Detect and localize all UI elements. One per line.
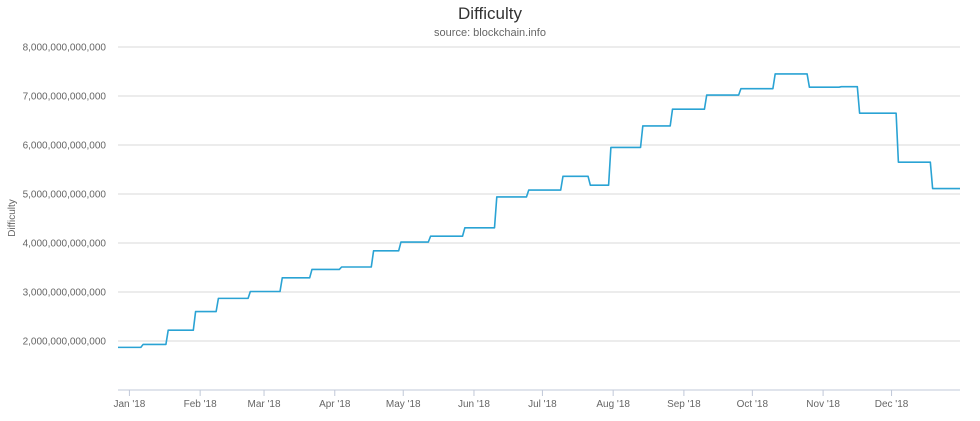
x-tick-label: Jul '18 [528, 399, 557, 410]
series-layer [118, 73, 960, 349]
x-tick-label: Mar '18 [248, 399, 281, 410]
y-tick-label: 6,000,000,000,000 [23, 141, 107, 152]
x-tick-label: Feb '18 [184, 399, 217, 410]
x-tick-label: Jun '18 [458, 399, 490, 410]
x-axis: Jan '18 Feb '18 Mar '18 Apr '18 May '18 Jun '… [113, 389, 960, 410]
y-axis-ticks: 2,000,000,000,000 3,000,000,000,000 4,000,… [23, 43, 107, 348]
y-tick-label: 8,000,000,000,000 [23, 43, 107, 54]
x-tick-label: Sep '18 [667, 399, 701, 410]
x-tick-label: Dec '18 [875, 399, 909, 410]
y-tick-label: 7,000,000,000,000 [23, 92, 107, 103]
x-tick-label: Aug '18 [596, 399, 630, 410]
y-tick-label: 3,000,000,000,000 [23, 288, 107, 299]
difficulty-line [118, 73, 960, 349]
chart-subtitle: source: blockchain.info [434, 27, 546, 39]
x-tick-label: Apr '18 [319, 399, 351, 410]
grid-lines [118, 46, 960, 342]
y-tick-label: 5,000,000,000,000 [23, 190, 107, 201]
y-axis-title: Difficulty [7, 199, 18, 237]
y-tick-label: 4,000,000,000,000 [23, 239, 107, 250]
chart-title: Difficulty [458, 4, 522, 23]
x-tick-label: Jan '18 [113, 399, 145, 410]
x-tick-label: Oct '18 [737, 399, 769, 410]
x-tick-label: May '18 [386, 399, 421, 410]
y-tick-label: 2,000,000,000,000 [23, 337, 107, 348]
x-tick-label: Nov '18 [806, 399, 840, 410]
